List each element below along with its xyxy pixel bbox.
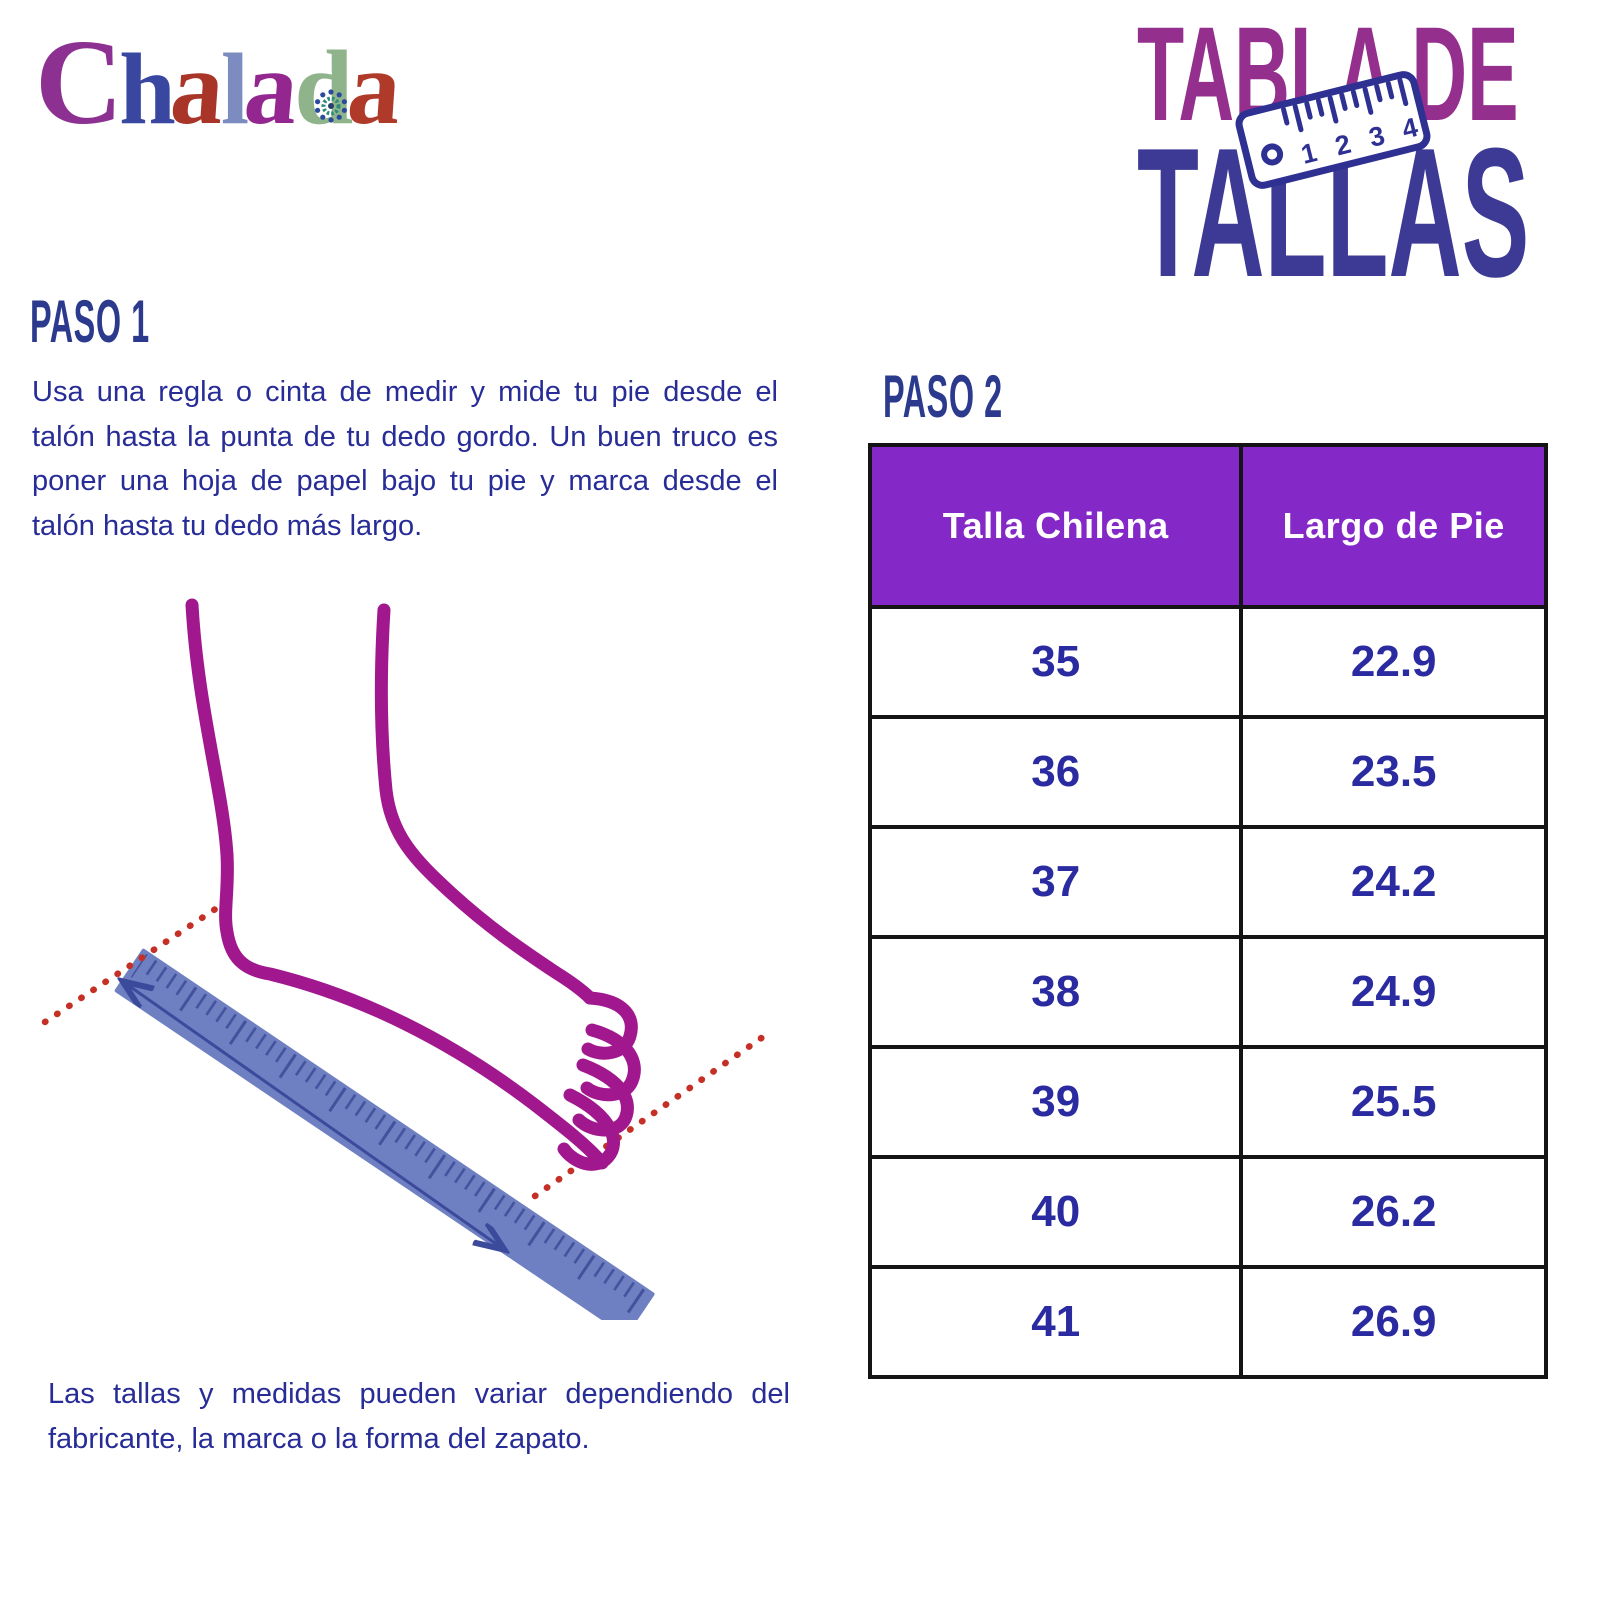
table-row: 39 25.5 [867,1045,1548,1159]
paso1-heading: PASO 1 [30,288,150,355]
cell-talla: 35 [867,605,1244,719]
ruler-digit: 3 [1366,120,1388,153]
disclaimer-text: Las tallas y medidas pueden variar depen… [48,1372,790,1462]
ruler-digit: 1 [1298,137,1320,170]
measure-arrow-icon [125,983,502,1248]
column-header-talla: Talla Chilena [867,443,1244,609]
cell-largo: 26.2 [1239,1155,1548,1269]
logo-letter: a [344,29,406,146]
paragraph-line: Usa una regla o cinta de medir y mide tu… [32,376,778,408]
cell-largo: 24.9 [1239,935,1548,1049]
logo-letter: h [119,33,176,146]
logo-flower-icon [315,89,347,123]
cell-largo: 25.5 [1239,1045,1548,1159]
logo-letter: d [294,29,354,146]
table-row: 37 24.2 [867,825,1548,939]
logo-letter: C [35,15,124,150]
table-row: 40 26.2 [867,1155,1548,1269]
ruler-digit: 4 [1399,112,1421,145]
column-header-largo: Largo de Pie [1239,443,1548,609]
logo-letter: l [220,33,250,146]
foot-outline [185,598,641,1171]
table-header-row: Talla Chilena Largo de Pie [867,443,1548,609]
ruler-icon: 1 2 3 4 [1235,71,1431,189]
cell-largo: 26.9 [1239,1265,1548,1379]
cell-talla: 36 [867,715,1244,829]
table-row: 38 24.9 [867,935,1548,1049]
disclaimer-line: Las tallas y medidas pueden variar depen… [48,1378,790,1410]
cell-talla: 38 [867,935,1244,1049]
logo-letter: a [166,29,228,146]
size-table: Talla Chilena Largo de Pie 35 22.9 36 23… [867,443,1548,1379]
cell-talla: 41 [867,1265,1244,1379]
paragraph-line: poner una hoja de papel bajo tu pie y ma… [32,465,778,497]
paso2-heading: PASO 2 [883,363,1003,430]
cell-talla: 40 [867,1155,1244,1269]
cell-talla: 39 [867,1045,1244,1159]
dotted-guide-lines [41,892,774,1200]
logo-letter: a [240,29,304,146]
brand-logo: Chalada [35,15,406,150]
disclaimer-line: fabricante, la marca o la forma del zapa… [48,1423,590,1455]
paragraph-line: talón hasta la punta de tu dedo gordo. U… [32,420,778,453]
foot-measurement-illustration [41,598,774,1320]
cell-talla: 37 [867,825,1244,939]
ruler-digit: 2 [1332,129,1354,162]
table-row: 36 23.5 [867,715,1548,829]
paso1-paragraph: Usa una regla o cinta de medir y mide tu… [32,370,778,548]
cell-largo: 22.9 [1239,605,1548,719]
paragraph-line: talón hasta tu dedo más largo. [32,509,423,542]
cell-largo: 23.5 [1239,715,1548,829]
table-row: 35 22.9 [867,605,1548,719]
table-row: 41 26.9 [867,1265,1548,1379]
cell-largo: 24.2 [1239,825,1548,939]
